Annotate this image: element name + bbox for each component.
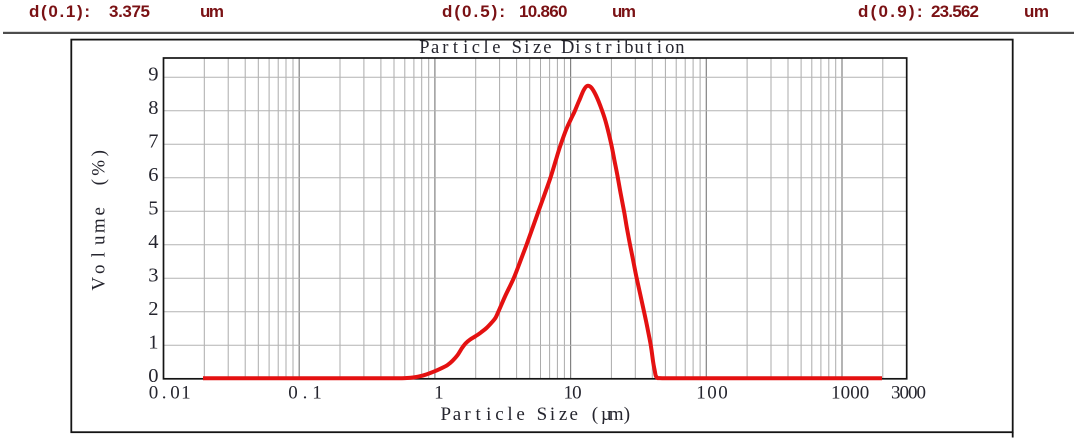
svg-text:10: 10 (564, 383, 582, 404)
svg-text:23.562: 23.562 (931, 2, 979, 21)
svg-text:um: um (200, 2, 224, 21)
svg-text:Volume (%): Volume (%) (89, 150, 110, 291)
svg-text:1: 1 (434, 383, 444, 404)
svg-text:4: 4 (148, 231, 158, 253)
svg-text:um: um (612, 2, 636, 21)
svg-text:1: 1 (148, 332, 158, 354)
svg-text:9: 9 (148, 64, 158, 86)
svg-text:Particle Size Distribution: Particle Size Distribution (419, 38, 684, 58)
svg-text:8: 8 (148, 97, 158, 119)
svg-text:um: um (1024, 2, 1049, 21)
svg-text:10.860: 10.860 (519, 2, 568, 21)
svg-text:7: 7 (148, 131, 158, 153)
svg-text:0.01: 0.01 (149, 383, 191, 404)
svg-text:2: 2 (148, 298, 158, 320)
svg-text:6: 6 (148, 164, 158, 186)
svg-text:5: 5 (148, 198, 158, 220)
svg-text:1000: 1000 (831, 383, 869, 404)
svg-text:3000: 3000 (891, 383, 926, 404)
svg-text:3.375: 3.375 (109, 2, 150, 21)
svg-text:d(0.1):: d(0.1): (29, 2, 90, 21)
svg-text:d(0.9):: d(0.9): (858, 2, 923, 21)
svg-text:d(0.5):: d(0.5): (442, 2, 505, 21)
svg-text:3: 3 (148, 265, 158, 287)
svg-text:0.1: 0.1 (288, 383, 322, 404)
svg-text:100: 100 (696, 383, 728, 404)
svg-text:Particle Size (µm): Particle Size (µm) (441, 404, 631, 425)
svg-text:0: 0 (148, 365, 158, 387)
